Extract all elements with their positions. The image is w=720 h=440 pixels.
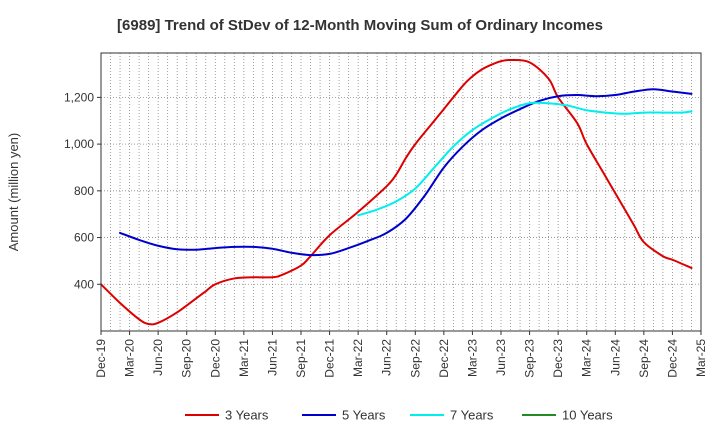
x-tick-label: Mar-21 xyxy=(237,339,251,377)
x-tick-label: Dec-20 xyxy=(208,339,222,378)
series-lines xyxy=(100,58,693,326)
series-line-7-years xyxy=(357,101,693,217)
legend-label: 5 Years xyxy=(342,408,386,423)
y-tick-label: 800 xyxy=(74,184,94,198)
legend-label: 3 Years xyxy=(225,408,269,423)
series-line-3-years xyxy=(100,58,693,326)
x-tick-label: Mar-22 xyxy=(351,339,365,377)
x-tick-label: Dec-24 xyxy=(665,339,679,378)
y-tick-label: 400 xyxy=(74,277,94,291)
series-line-5-years xyxy=(119,88,693,257)
x-tick-label: Sep-20 xyxy=(180,339,194,378)
x-tick-label: Dec-19 xyxy=(94,339,108,378)
legend-label: 7 Years xyxy=(450,408,494,423)
x-tick-label: Dec-23 xyxy=(551,339,565,378)
legend: 3 Years 5 Years 7 Years 10 Years xyxy=(185,408,613,423)
chart-title: [6989] Trend of StDev of 12-Month Moving… xyxy=(117,17,603,34)
x-tick-label: Jun-23 xyxy=(494,339,508,376)
grid xyxy=(101,53,701,331)
x-tick-label: Mar-20 xyxy=(123,339,137,377)
x-tick-label: Dec-22 xyxy=(437,339,451,378)
y-tick-label: 600 xyxy=(74,231,94,245)
x-axis-ticks: Dec-19 Mar-20 Jun-20 Sep-20 Dec-20 Mar-21 Jun-… xyxy=(94,331,708,378)
x-tick-label: Jun-24 xyxy=(608,339,622,376)
plot-border xyxy=(100,52,702,332)
y-tick-label: 1,000 xyxy=(64,137,94,151)
y-axis-label: Amount (million yen) xyxy=(6,133,21,252)
y-axis-ticks: 400 600 800 1,000 1,200 xyxy=(64,90,101,291)
x-tick-label: Sep-24 xyxy=(637,339,651,378)
x-tick-label: Jun-20 xyxy=(151,339,165,376)
x-tick-label: Dec-21 xyxy=(323,339,337,378)
x-tick-label: Sep-21 xyxy=(294,339,308,378)
x-tick-label: Sep-22 xyxy=(408,339,422,378)
x-tick-label: Jun-22 xyxy=(380,339,394,376)
x-tick-label: Jun-21 xyxy=(265,339,279,376)
x-tick-label: Mar-25 xyxy=(694,339,708,377)
x-tick-label: Mar-23 xyxy=(465,339,479,377)
y-tick-label: 1,200 xyxy=(64,90,94,104)
x-tick-label: Mar-24 xyxy=(580,339,594,377)
legend-label: 10 Years xyxy=(562,408,613,423)
x-tick-label: Sep-23 xyxy=(523,339,537,378)
